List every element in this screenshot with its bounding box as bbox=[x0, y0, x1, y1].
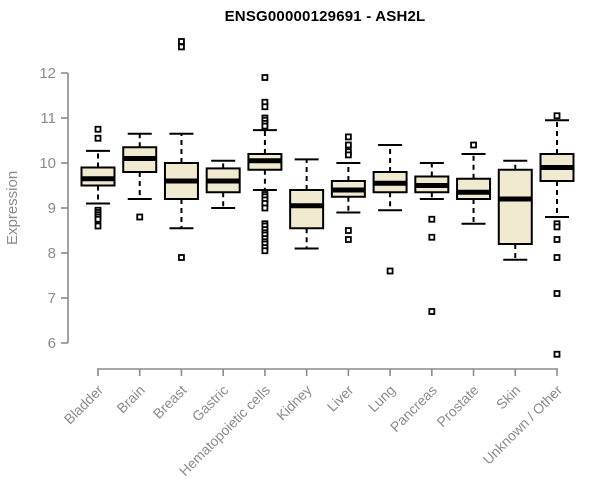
x-tick-label: Skin bbox=[493, 382, 524, 413]
x-tick-label: Breast bbox=[150, 382, 190, 422]
outlier-point bbox=[553, 350, 561, 358]
boxplot-group bbox=[122, 132, 158, 221]
outlier-point bbox=[428, 233, 436, 241]
x-tick-label: Liver bbox=[324, 382, 357, 415]
x-tick-label: Brain bbox=[113, 382, 147, 416]
outlier-point bbox=[178, 43, 185, 51]
outlier-point bbox=[261, 122, 269, 130]
y-tick-label: 11 bbox=[40, 110, 56, 127]
outlier-point bbox=[553, 112, 561, 120]
outlier-point bbox=[344, 151, 352, 159]
boxplot-group bbox=[80, 125, 116, 230]
outlier-point bbox=[261, 74, 269, 81]
outlier-point bbox=[386, 267, 394, 275]
y-tick-label: 9 bbox=[48, 200, 56, 217]
iqr-box bbox=[289, 189, 325, 230]
outlier-point bbox=[553, 254, 561, 261]
y-tick-label: 12 bbox=[39, 65, 56, 82]
outlier-point bbox=[261, 204, 269, 212]
y-tick-label: 8 bbox=[48, 245, 56, 262]
x-tick-label: Prostate bbox=[433, 382, 481, 430]
boxplot-group bbox=[163, 38, 199, 261]
outlier-point bbox=[553, 290, 561, 297]
boxplot-group bbox=[330, 133, 366, 243]
outlier-point bbox=[94, 134, 102, 142]
iqr-box bbox=[497, 168, 533, 245]
outlier-point bbox=[261, 247, 269, 255]
outlier-point bbox=[428, 308, 436, 315]
outlier-point bbox=[428, 215, 436, 223]
boxplot-group bbox=[456, 141, 492, 225]
boxplot-group bbox=[247, 74, 283, 255]
outlier-point bbox=[178, 38, 185, 45]
iqr-box bbox=[456, 177, 492, 200]
y-tick-label: 7 bbox=[48, 290, 56, 307]
x-tick-label: Lung bbox=[365, 382, 398, 415]
boxplot-group bbox=[497, 159, 533, 261]
boxplot-group bbox=[205, 159, 241, 209]
outlier-point bbox=[344, 227, 352, 234]
boxplot-group bbox=[372, 144, 408, 275]
outlier-point bbox=[344, 236, 352, 243]
outlier-point bbox=[344, 133, 352, 141]
boxplot-group bbox=[289, 158, 325, 250]
outlier-point bbox=[553, 236, 561, 243]
outlier-point bbox=[553, 223, 561, 231]
outlier-point bbox=[94, 222, 102, 230]
outlier-point bbox=[470, 141, 477, 149]
x-tick-label: Kidney bbox=[273, 382, 315, 424]
x-tick-label: Unknown / Other bbox=[480, 382, 566, 468]
y-tick-label: 6 bbox=[48, 335, 56, 352]
outlier-point bbox=[94, 215, 102, 223]
outlier-point bbox=[178, 254, 185, 261]
y-tick-label: 10 bbox=[39, 155, 56, 172]
chart-title: ENSG00000129691 - ASH2L bbox=[224, 8, 426, 25]
boxplot-group bbox=[414, 162, 450, 315]
boxplot-group bbox=[539, 112, 575, 358]
x-tick-label: Bladder bbox=[61, 382, 107, 428]
outlier-point bbox=[136, 213, 144, 221]
outlier-point bbox=[344, 141, 352, 149]
outlier-point bbox=[261, 103, 269, 111]
outlier-point bbox=[94, 125, 102, 133]
